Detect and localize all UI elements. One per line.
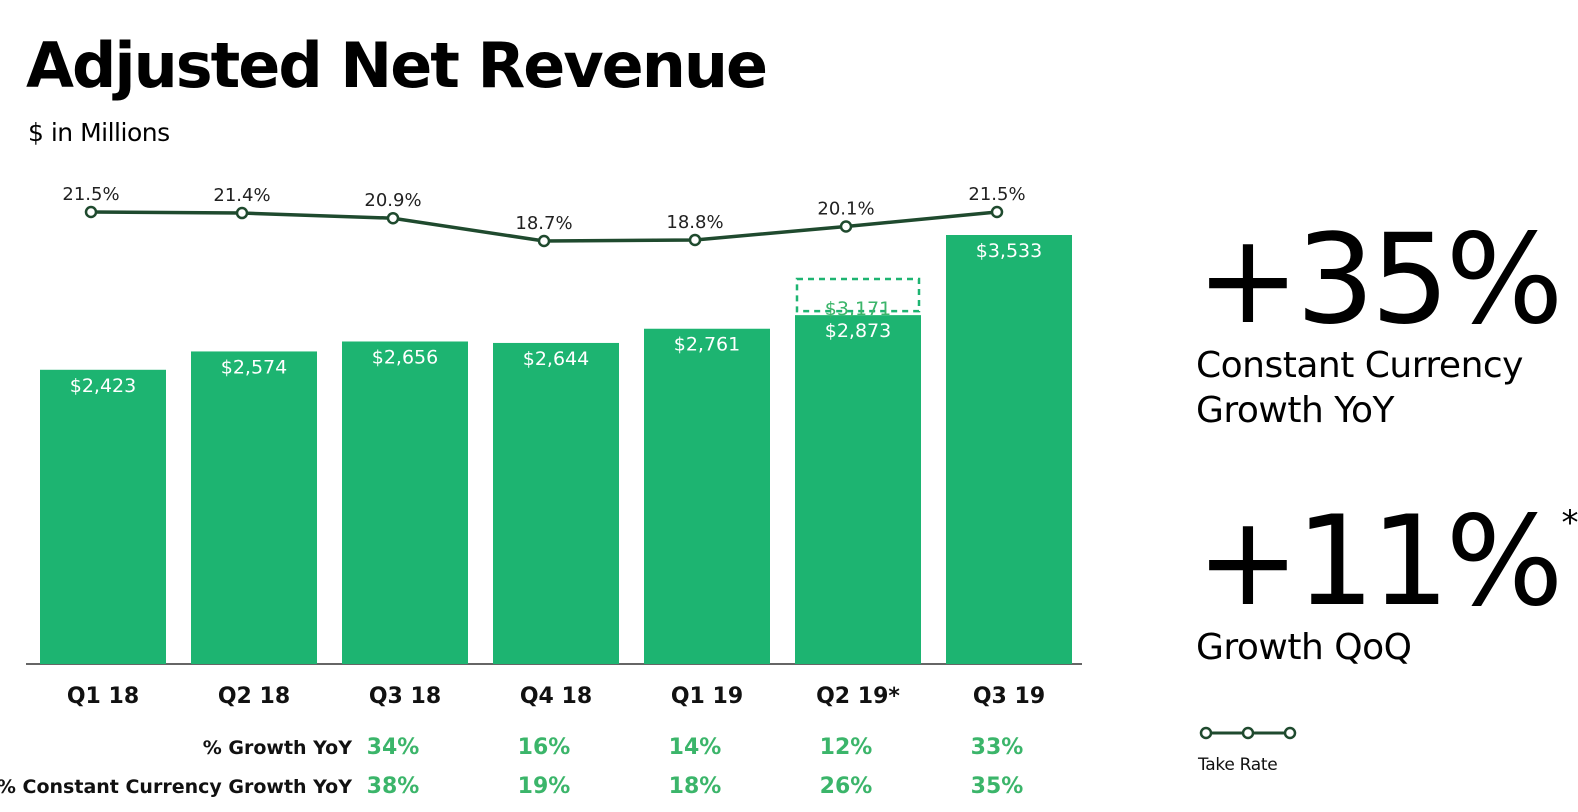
bar-q1-19	[644, 328, 770, 664]
take-rate-label: 20.9%	[364, 190, 421, 211]
bar-value-label: $2,873	[825, 320, 891, 342]
growth-row-label: % Constant Currency Growth YoY	[0, 776, 352, 798]
growth-value: 19%	[518, 774, 571, 799]
kpi-value-wrap: +11%*	[1196, 500, 1578, 624]
take-rate-point	[537, 234, 551, 248]
bar-value-label: $3,533	[976, 240, 1042, 262]
kpi-value: +35%	[1196, 208, 1564, 352]
growth-value: 14%	[669, 735, 722, 760]
growth-value: 33%	[971, 735, 1024, 760]
category-label: Q3 18	[369, 684, 441, 709]
bar-value-label: $2,644	[523, 348, 589, 370]
category-label: Q3 19	[973, 684, 1045, 709]
take-rate-point	[386, 211, 400, 225]
kpi-footnote-marker: *	[1561, 503, 1578, 543]
take-rate-point	[839, 220, 853, 233]
take-rate-label: 18.8%	[666, 212, 723, 233]
bar-value-label: $2,656	[372, 346, 438, 368]
category-label: Q2 18	[218, 684, 290, 709]
growth-value: 38%	[367, 774, 420, 799]
kpi-value: +11%	[1196, 490, 1564, 634]
kpi-constant-currency: +35% Constant Currency Growth YoY	[1196, 208, 1564, 432]
growth-row-label: % Growth YoY	[203, 737, 353, 759]
category-label: Q1 19	[671, 684, 743, 709]
take-rate-label: 21.4%	[213, 185, 270, 206]
bar-q3-18	[342, 341, 468, 664]
growth-value: 12%	[820, 735, 873, 760]
chart-legend: Take Rate	[1198, 722, 1298, 775]
dashed-extension-bar	[795, 277, 921, 313]
kpi-label-line1: Growth QoQ	[1196, 627, 1412, 668]
chart-subtitle: $ in Millions	[28, 118, 170, 147]
legend-label-take-rate: Take Rate	[1198, 755, 1278, 775]
bar-q3-19	[946, 235, 1072, 664]
growth-value: 34%	[367, 735, 420, 760]
kpi-label-line2: Growth YoY	[1196, 390, 1394, 432]
take-rate-label: 18.7%	[515, 213, 572, 234]
growth-value: 26%	[820, 774, 873, 799]
growth-value: 18%	[669, 774, 722, 799]
bar-q4-18	[493, 342, 619, 664]
bar-q2-19-	[795, 315, 921, 664]
bar-value-label: $2,574	[221, 356, 287, 378]
category-label: Q2 19*	[816, 684, 900, 709]
kpi-label-line1: Constant Currency	[1196, 345, 1523, 386]
page-title: Adjusted Net Revenue	[26, 29, 768, 102]
revenue-bar-chart: $2,423 $2,574 $2,656 $2,644 $2,761 $2,873 $3,5…	[0, 184, 1082, 799]
take-rate-point	[990, 205, 1004, 219]
kpi-qoq-growth: +11%* Growth QoQ	[1196, 500, 1578, 669]
bar-value-label: $2,423	[70, 375, 136, 397]
bar-value-label: $2,761	[674, 334, 740, 356]
growth-value: 16%	[518, 735, 571, 760]
take-rate-label: 21.5%	[62, 184, 119, 205]
bar-q1-18	[40, 369, 166, 664]
take-rate-legend-icon	[1199, 726, 1297, 740]
dashed-extension-label: $3,171	[825, 298, 891, 320]
category-label: Q4 18	[520, 684, 592, 709]
category-label: Q1 18	[67, 684, 139, 709]
take-rate-label: 21.5%	[968, 184, 1025, 205]
take-rate-point	[84, 205, 98, 219]
growth-value: 35%	[971, 774, 1024, 799]
bar-q2-18	[191, 351, 317, 664]
take-rate-point	[688, 233, 702, 247]
take-rate-label: 20.1%	[817, 199, 874, 220]
take-rate-point	[235, 206, 249, 220]
